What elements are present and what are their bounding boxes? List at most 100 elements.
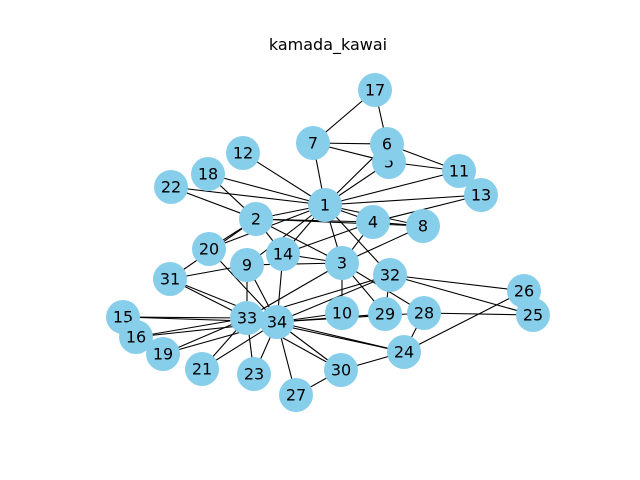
node-21: 21 — [185, 352, 219, 386]
node-circle-1 — [308, 188, 342, 222]
node-9: 9 — [230, 248, 264, 282]
edge-25-32 — [389, 274, 534, 316]
node-label-13: 13 — [471, 186, 491, 205]
node-3: 3 — [325, 246, 359, 280]
node-circle-10 — [325, 296, 359, 330]
node-circle-14 — [266, 237, 300, 271]
node-label-33: 33 — [237, 309, 257, 328]
node-circle-33 — [230, 301, 264, 335]
node-circle-17 — [358, 73, 392, 107]
edge-16-33 — [135, 317, 248, 338]
node-label-5: 5 — [384, 153, 394, 172]
node-7: 7 — [296, 126, 330, 160]
edge-1-22 — [170, 186, 326, 206]
node-label-20: 20 — [199, 240, 219, 259]
node-label-18: 18 — [198, 165, 218, 184]
node-circle-9 — [230, 248, 264, 282]
node-label-19: 19 — [153, 345, 173, 364]
node-label-12: 12 — [233, 144, 253, 163]
node-label-16: 16 — [126, 328, 146, 347]
edge-1-11 — [324, 170, 460, 206]
node-31: 31 — [153, 262, 187, 296]
node-28: 28 — [407, 296, 441, 330]
node-label-6: 6 — [382, 135, 392, 154]
edge-1-13 — [324, 194, 482, 206]
node-circle-11 — [442, 154, 476, 188]
node-circle-24 — [387, 335, 421, 369]
node-label-23: 23 — [244, 365, 264, 384]
node-20: 20 — [192, 232, 226, 266]
node-label-17: 17 — [365, 81, 385, 100]
node-label-25: 25 — [523, 306, 543, 325]
node-circle-23 — [237, 357, 271, 391]
node-circle-31 — [153, 262, 187, 296]
edge-2-8 — [255, 218, 424, 227]
node-label-15: 15 — [113, 308, 133, 327]
node-18: 18 — [191, 157, 225, 191]
node-circle-21 — [185, 352, 219, 386]
node-label-34: 34 — [267, 313, 287, 332]
node-circle-26 — [507, 274, 541, 308]
node-16: 16 — [119, 320, 153, 354]
node-circle-3 — [325, 246, 359, 280]
edge-25-28 — [423, 312, 534, 316]
node-14: 14 — [266, 237, 300, 271]
node-label-9: 9 — [242, 256, 252, 275]
node-label-11: 11 — [449, 162, 469, 181]
node-label-4: 4 — [368, 213, 378, 232]
node-circle-19 — [146, 337, 180, 371]
node-circle-27 — [279, 378, 313, 412]
edge-24-34 — [276, 321, 405, 353]
node-label-30: 30 — [331, 361, 351, 380]
node-circle-22 — [154, 170, 188, 204]
edge-4-13 — [372, 194, 482, 223]
node-19: 19 — [146, 337, 180, 371]
node-circle-20 — [192, 232, 226, 266]
node-label-14: 14 — [273, 245, 293, 264]
node-circle-13 — [464, 178, 498, 212]
edge-3-33 — [246, 262, 343, 319]
edge-1-18 — [207, 173, 326, 206]
node-circle-16 — [119, 320, 153, 354]
node-32: 32 — [373, 258, 407, 292]
node-label-1: 1 — [320, 196, 330, 215]
node-label-21: 21 — [192, 360, 212, 379]
node-circle-6 — [370, 127, 404, 161]
node-34: 34 — [260, 305, 294, 339]
node-4: 4 — [356, 205, 390, 239]
node-circle-29 — [368, 297, 402, 331]
node-layer: 1234567891011121314151617181920212223242… — [106, 73, 550, 412]
node-6: 6 — [370, 127, 404, 161]
node-label-8: 8 — [418, 217, 428, 236]
edge-24-26 — [403, 290, 525, 353]
node-33: 33 — [230, 301, 264, 335]
node-11: 11 — [442, 154, 476, 188]
node-circle-28 — [407, 296, 441, 330]
node-circle-18 — [191, 157, 225, 191]
node-1: 1 — [308, 188, 342, 222]
node-circle-12 — [226, 136, 260, 170]
node-label-28: 28 — [414, 304, 434, 323]
node-label-24: 24 — [394, 343, 414, 362]
graph-title: kamada_kawai — [269, 35, 387, 55]
node-label-3: 3 — [337, 254, 347, 273]
node-label-7: 7 — [308, 134, 318, 153]
node-label-29: 29 — [375, 305, 395, 324]
node-8: 8 — [406, 209, 440, 243]
node-22: 22 — [154, 170, 188, 204]
edge-26-32 — [389, 274, 525, 292]
node-circle-34 — [260, 305, 294, 339]
node-12: 12 — [226, 136, 260, 170]
node-label-22: 22 — [161, 178, 181, 197]
node-13: 13 — [464, 178, 498, 212]
node-circle-32 — [373, 258, 407, 292]
node-26: 26 — [507, 274, 541, 308]
node-circle-30 — [324, 353, 358, 387]
node-23: 23 — [237, 357, 271, 391]
node-circle-7 — [296, 126, 330, 160]
node-label-31: 31 — [160, 270, 180, 289]
node-label-10: 10 — [332, 304, 352, 323]
node-30: 30 — [324, 353, 358, 387]
node-circle-8 — [406, 209, 440, 243]
